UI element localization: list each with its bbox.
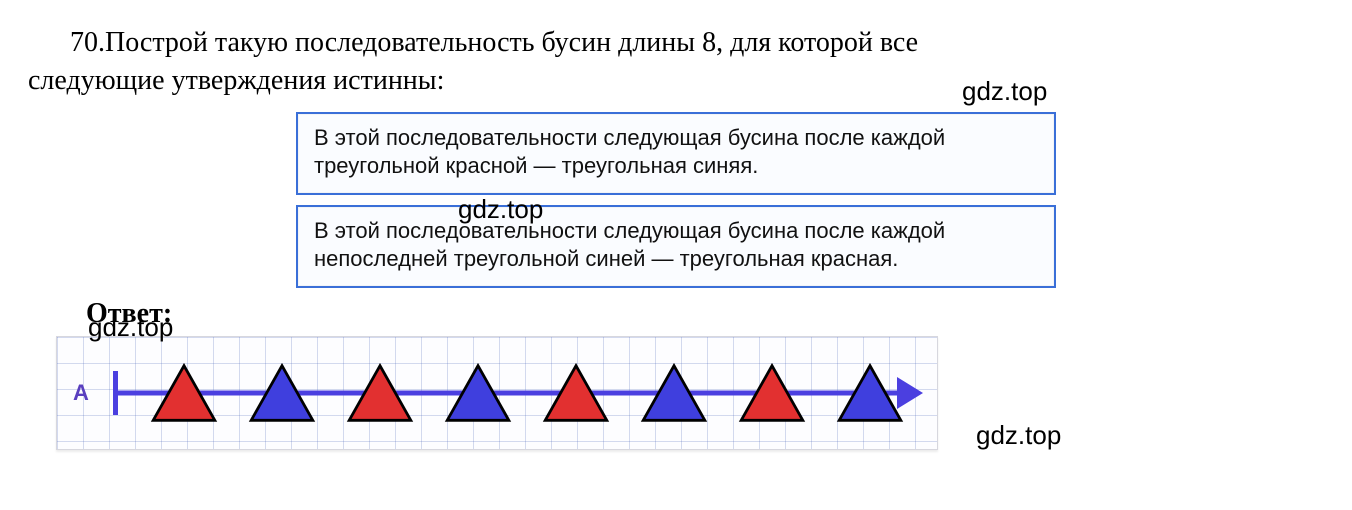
rules-container: В этой последовательности следующая буси… [296,112,1056,288]
bead-triangle [443,361,513,425]
answer-label: Ответ: [86,298,1324,330]
task-line2: следующие утверждения истинны: [28,65,444,96]
bead-triangle [639,361,709,425]
answer-strip: A [56,336,938,450]
rule-box-1: В этой последовательности следующая буси… [296,112,1056,195]
rule-box-2: В этой последовательности следующая буси… [296,205,1056,288]
bead-triangle [149,361,219,425]
bead-triangle [835,361,905,425]
chain-start-bar [113,371,118,415]
beads-row [149,361,905,425]
bead-triangle [541,361,611,425]
sequence-label: A [73,380,89,406]
task-line1: Построй такую последовательность бусин д… [105,27,918,58]
bead-triangle [737,361,807,425]
answer-strip-wrap: A [56,336,1324,450]
bead-triangle [345,361,415,425]
page-root: 70.Построй такую последовательность буси… [0,0,1352,510]
task-number: 70. [70,27,105,58]
bead-chain [115,353,919,433]
bead-triangle [247,361,317,425]
task-text: 70.Построй такую последовательность буси… [28,24,1324,100]
